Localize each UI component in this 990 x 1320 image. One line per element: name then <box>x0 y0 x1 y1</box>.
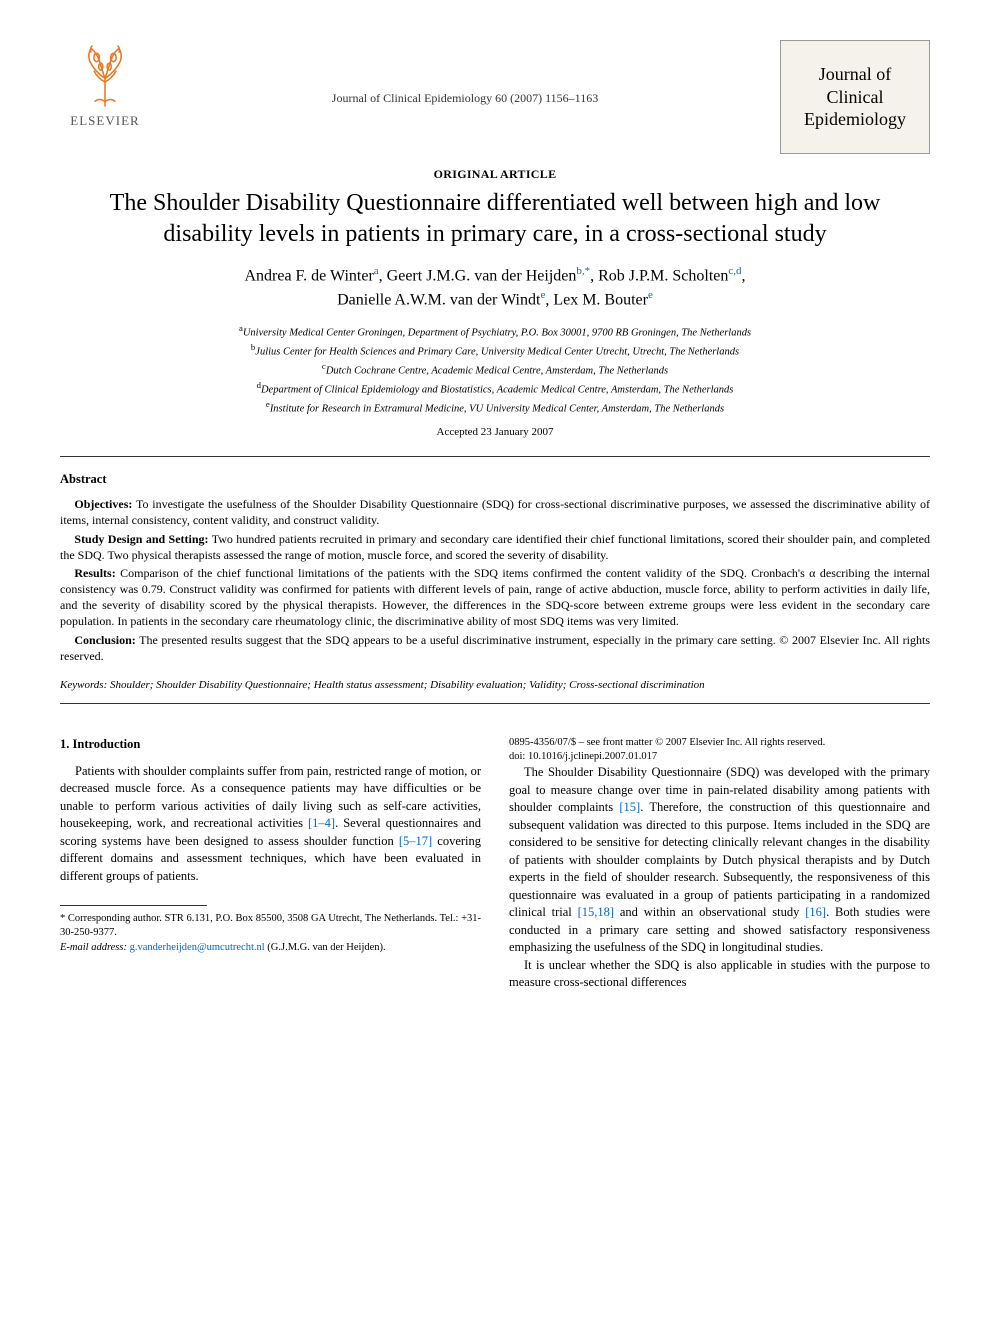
accepted-date: Accepted 23 January 2007 <box>60 425 930 440</box>
footnote-email-line: E-mail address: g.vanderheijden@umcutrec… <box>60 941 481 955</box>
article-type-label: ORIGINAL ARTICLE <box>60 166 930 182</box>
abstract-results: Results: Comparison of the chief functio… <box>60 565 930 630</box>
affiliation-e: eInstitute for Research in Extramural Me… <box>60 398 930 417</box>
author-sep-1: , Geert J.M.G. van der Heijden <box>379 267 577 284</box>
affiliation-d: dDepartment of Clinical Epidemiology and… <box>60 379 930 398</box>
author-sep-3: , <box>742 267 746 284</box>
ref-link-15[interactable]: [15] <box>619 800 640 814</box>
author-sup-cd[interactable]: c,d <box>728 265 741 277</box>
author-1: Andrea F. de Winter <box>244 267 373 284</box>
footnote-separator <box>60 905 207 906</box>
article-title: The Shoulder Disability Questionnaire di… <box>100 188 890 250</box>
email-link[interactable]: g.vanderheijden@umcutrecht.nl <box>127 942 265 953</box>
keywords-line: Keywords: Shoulder; Shoulder Disability … <box>60 678 930 693</box>
page-root: ELSEVIER Journal of Clinical Epidemiolog… <box>0 0 990 1032</box>
keywords-label: Keywords: <box>60 679 107 691</box>
intro-paragraph-2: The Shoulder Disability Questionnaire (S… <box>509 764 930 957</box>
ref-link-15-18[interactable]: [15,18] <box>578 905 614 919</box>
ref-link-1-4[interactable]: [1–4] <box>308 816 335 830</box>
author-sup-e2[interactable]: e <box>648 289 653 301</box>
keywords-text: Shoulder; Shoulder Disability Questionna… <box>107 679 704 691</box>
footnote-corr: * Corresponding author. STR 6.131, P.O. … <box>60 912 481 940</box>
affiliation-b: bJulius Center for Health Sciences and P… <box>60 341 930 360</box>
rule-bottom <box>60 703 930 704</box>
abstract-conclusion: Conclusion: The presented results sugges… <box>60 632 930 664</box>
abstract-objectives: Objectives: To investigate the usefulnes… <box>60 496 930 528</box>
publisher-name: ELSEVIER <box>70 112 139 130</box>
issn-copyright: 0895-4356/07/$ – see front matter © 2007… <box>509 736 930 750</box>
publisher-logo: ELSEVIER <box>60 40 150 130</box>
doi-line: doi: 10.1016/j.jclinepi.2007.01.017 <box>509 750 930 764</box>
author-sep-2: , Rob J.P.M. Scholten <box>590 267 728 284</box>
abstract-block: Abstract Objectives: To investigate the … <box>60 471 930 664</box>
journal-box-title: Journal of Clinical Epidemiology <box>791 63 919 131</box>
intro-paragraph-1: Patients with shoulder complaints suffer… <box>60 763 481 886</box>
header-row: ELSEVIER Journal of Clinical Epidemiolog… <box>60 40 930 154</box>
body-columns: 1. Introduction Patients with shoulder c… <box>60 736 930 992</box>
authors-block: Andrea F. de Wintera, Geert J.M.G. van d… <box>60 264 930 311</box>
author-sup-b[interactable]: b,* <box>576 265 590 277</box>
author-4: Danielle A.W.M. van der Windt <box>337 291 540 308</box>
rule-top <box>60 456 930 457</box>
affiliation-c: cDutch Cochrane Centre, Academic Medical… <box>60 360 930 379</box>
affiliations-block: aUniversity Medical Center Groningen, De… <box>60 322 930 418</box>
corresponding-author-footnote: * Corresponding author. STR 6.131, P.O. … <box>60 912 481 955</box>
author-sep-4: , Lex M. Bouter <box>545 291 648 308</box>
footer-meta: 0895-4356/07/$ – see front matter © 2007… <box>509 736 930 764</box>
abstract-design: Study Design and Setting: Two hundred pa… <box>60 531 930 563</box>
intro-heading: 1. Introduction <box>60 736 481 753</box>
affiliation-a: aUniversity Medical Center Groningen, De… <box>60 322 930 341</box>
ref-link-16[interactable]: [16] <box>805 905 826 919</box>
ref-link-5-17[interactable]: [5–17] <box>399 834 432 848</box>
abstract-heading: Abstract <box>60 471 930 488</box>
journal-reference: Journal of Clinical Epidemiology 60 (200… <box>150 90 780 106</box>
intro-paragraph-3: It is unclear whether the SDQ is also ap… <box>509 957 930 992</box>
elsevier-tree-icon <box>70 40 140 110</box>
journal-box: Journal of Clinical Epidemiology <box>780 40 930 154</box>
